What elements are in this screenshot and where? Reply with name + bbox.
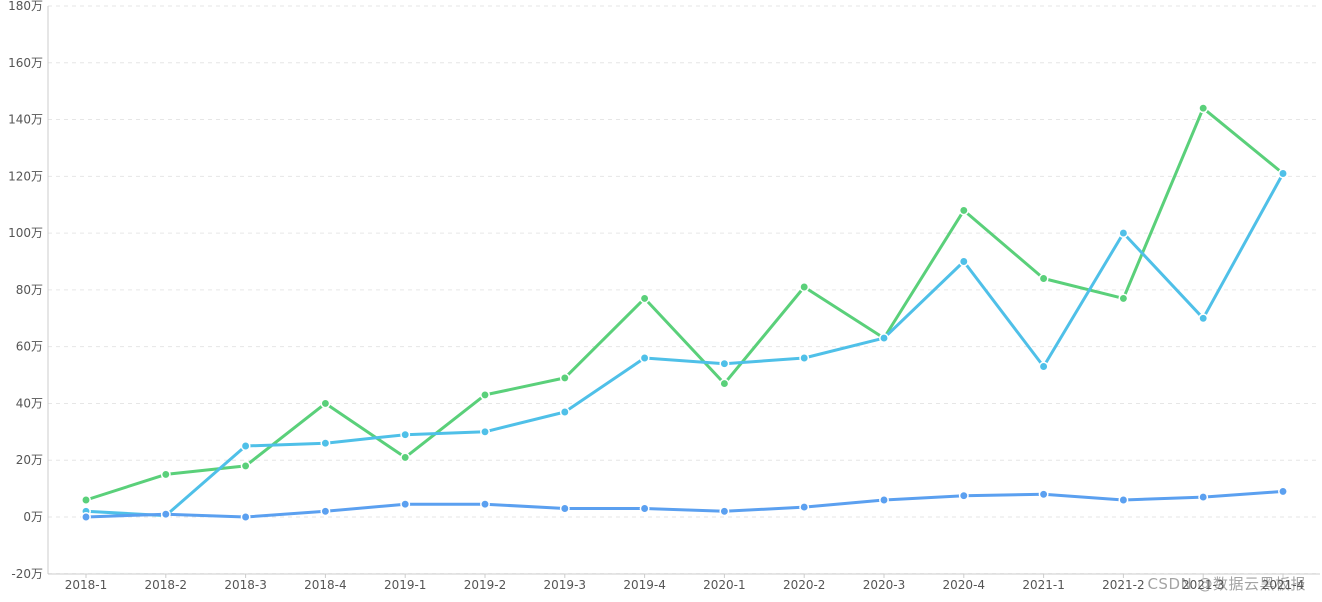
data-point	[559, 372, 570, 383]
data-point	[1038, 361, 1049, 372]
data-point	[1118, 228, 1129, 239]
data-point	[559, 503, 570, 514]
data-point	[240, 441, 251, 451]
data-point	[81, 512, 91, 522]
y-tick-label: 140万	[8, 113, 43, 127]
data-point	[1198, 103, 1209, 114]
x-tick-labels: 2018-1 2018-2 2018-3 2018-4 2019-1 2019-2 2019…	[65, 578, 1305, 592]
x-tick-label: 2019-4	[623, 578, 666, 592]
data-point	[1038, 489, 1049, 500]
y-tick-label: 180万	[8, 0, 43, 13]
data-point	[799, 502, 810, 513]
x-tick-label: 2020-4	[943, 578, 986, 592]
series-1	[81, 103, 1288, 505]
data-point	[799, 282, 810, 292]
data-point	[958, 256, 969, 267]
series-2	[81, 168, 1288, 521]
y-tick-label: 100万	[8, 226, 43, 240]
y-tick-label: 80万	[16, 283, 43, 297]
data-point	[320, 398, 331, 409]
x-tick-label: 2018-2	[145, 578, 188, 592]
data-point	[1198, 313, 1209, 324]
x-tick-label: 2019-2	[464, 578, 507, 592]
x-tick-label: 2021-1	[1022, 578, 1065, 592]
series-line	[84, 106, 1285, 502]
data-point	[1038, 273, 1049, 284]
x-tick-label: 2021-2	[1102, 578, 1145, 592]
data-point	[400, 429, 411, 440]
data-point	[480, 389, 490, 400]
x-tick-label: 2018-3	[224, 578, 267, 592]
data-point	[160, 509, 171, 520]
x-tick-label: 2021-4	[1262, 578, 1305, 592]
y-tick-label: 160万	[8, 56, 43, 70]
y-tick-label: 60万	[16, 340, 43, 354]
data-point	[1278, 486, 1288, 497]
data-point	[480, 499, 490, 510]
data-point	[719, 506, 730, 517]
data-point	[639, 293, 650, 304]
data-point	[958, 490, 969, 501]
x-tick-label: 2021-3	[1182, 578, 1225, 592]
x-tick-label: 2020-3	[863, 578, 906, 592]
y-tick-label: -20万	[11, 567, 43, 581]
data-point	[160, 469, 171, 480]
x-tick-label: 2020-2	[783, 578, 826, 592]
x-tick-label: 2018-4	[304, 578, 347, 592]
data-point	[320, 438, 331, 449]
x-tick-label: 2018-1	[65, 578, 108, 592]
data-point	[240, 460, 251, 471]
data-point	[480, 426, 490, 437]
y-tick-label: 0万	[23, 510, 43, 524]
y-tick-label: 40万	[16, 396, 43, 410]
x-tick-label: 2019-3	[544, 578, 587, 592]
y-tick-label: 120万	[8, 169, 43, 183]
data-point	[799, 353, 810, 363]
data-point	[639, 503, 650, 514]
grid-layer	[48, 5, 1320, 575]
data-point	[719, 378, 730, 389]
x-tick-label: 2020-1	[703, 578, 746, 592]
watermark-text: CSDN @数据云黑板报	[1147, 575, 1306, 593]
y-tick-label: 20万	[16, 453, 43, 467]
series-line	[84, 489, 1285, 519]
y-tick-labels: 180万 160万 140万 120万 100万 80万 60万 40万 20万 0万 -20万	[8, 0, 43, 581]
data-point	[400, 452, 411, 463]
data-point	[320, 506, 331, 517]
series-line	[84, 172, 1285, 518]
data-point	[639, 353, 650, 363]
data-point	[559, 407, 570, 417]
data-point	[1118, 495, 1129, 505]
data-point	[879, 495, 889, 505]
data-point	[400, 499, 411, 510]
series-layer	[81, 103, 1288, 522]
data-point	[1118, 293, 1129, 304]
data-point	[1198, 492, 1209, 503]
data-point	[1278, 168, 1288, 179]
data-point	[879, 333, 889, 344]
x-tick-label: 2019-1	[384, 578, 427, 592]
series-3	[81, 486, 1288, 522]
data-point	[958, 205, 969, 216]
data-point	[240, 512, 251, 522]
axis-layer	[47, 6, 1320, 578]
data-point	[81, 495, 91, 505]
data-point	[719, 358, 730, 369]
